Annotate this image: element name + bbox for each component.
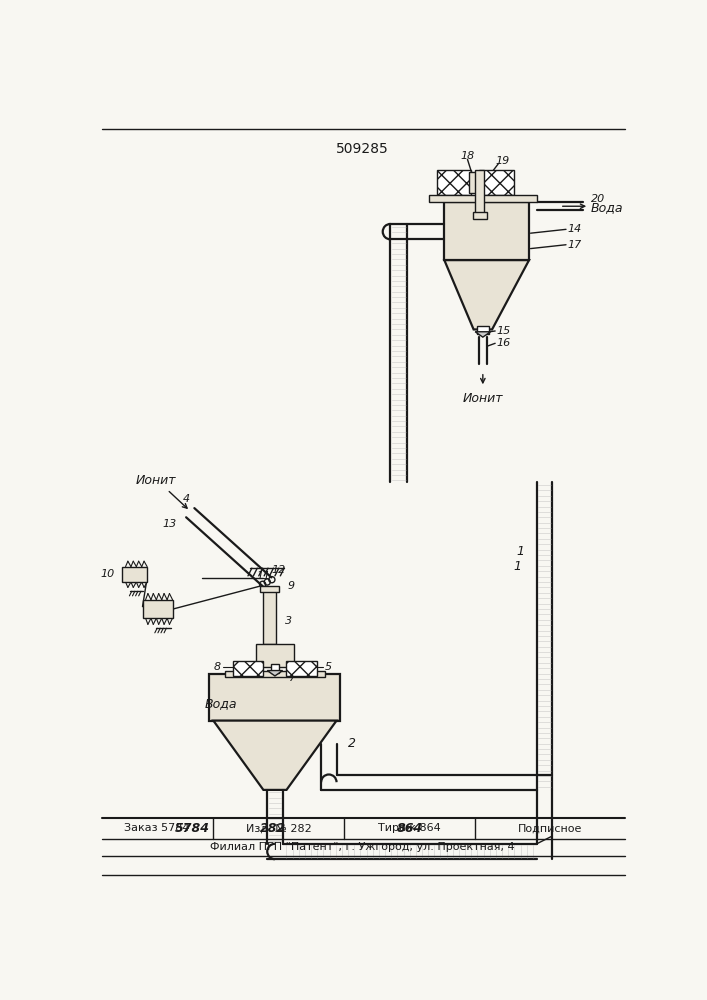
Bar	[475, 170, 484, 216]
Text: 14: 14	[568, 224, 582, 234]
Text: 10: 10	[100, 569, 115, 579]
Text: 17: 17	[568, 240, 582, 250]
Text: Изд. № 282: Изд. № 282	[246, 823, 312, 833]
Bar	[429, 195, 537, 202]
Text: 3: 3	[285, 615, 293, 626]
Text: Филиал ПГП "Патент", г. Ужгород, ул. Проектная, 4: Филиал ПГП "Патент", г. Ужгород, ул. Про…	[211, 842, 515, 852]
Polygon shape	[267, 671, 283, 676]
Text: 6: 6	[289, 666, 296, 676]
Text: 864: 864	[397, 822, 423, 835]
Bar	[264, 590, 276, 644]
Text: Вода: Вода	[590, 201, 623, 214]
Bar	[286, 661, 317, 676]
Bar	[271, 664, 279, 673]
Bar	[209, 674, 340, 721]
Polygon shape	[444, 260, 529, 329]
Text: 20: 20	[590, 194, 605, 204]
Text: Тираж 864: Тираж 864	[378, 823, 441, 833]
Text: 19: 19	[495, 156, 509, 166]
Bar	[473, 212, 486, 219]
Bar	[225, 671, 325, 677]
Text: 4: 4	[183, 494, 190, 504]
Text: 7: 7	[289, 673, 296, 683]
Text: 11: 11	[256, 571, 271, 581]
Polygon shape	[214, 721, 337, 790]
Text: 18: 18	[460, 151, 474, 161]
Text: 5784: 5784	[175, 822, 210, 835]
Text: Ионит: Ионит	[135, 474, 176, 487]
Bar	[143, 600, 173, 618]
Bar	[477, 326, 489, 334]
Text: 16: 16	[497, 338, 511, 348]
Bar	[122, 567, 147, 582]
Text: 8: 8	[214, 662, 221, 672]
Text: 5: 5	[325, 662, 332, 672]
Text: Ионит: Ионит	[462, 392, 503, 405]
Text: 9: 9	[288, 581, 295, 591]
Text: Вода: Вода	[205, 697, 238, 710]
Text: 12: 12	[271, 565, 286, 575]
Text: 1: 1	[516, 545, 525, 558]
Text: Подписное: Подписное	[518, 823, 582, 833]
Bar	[479, 170, 514, 195]
Text: 1: 1	[513, 560, 521, 573]
Bar	[256, 644, 294, 667]
Text: 282: 282	[259, 822, 286, 835]
Bar	[444, 202, 529, 260]
Polygon shape	[475, 332, 491, 337]
Bar	[260, 586, 279, 592]
Text: 13: 13	[162, 519, 176, 529]
Text: 15: 15	[497, 326, 511, 336]
Bar	[437, 170, 472, 195]
Text: 509285: 509285	[337, 142, 389, 156]
Text: 2: 2	[348, 737, 356, 750]
Bar	[469, 172, 483, 193]
Text: Заказ 5784: Заказ 5784	[124, 823, 190, 833]
Bar	[233, 661, 264, 676]
